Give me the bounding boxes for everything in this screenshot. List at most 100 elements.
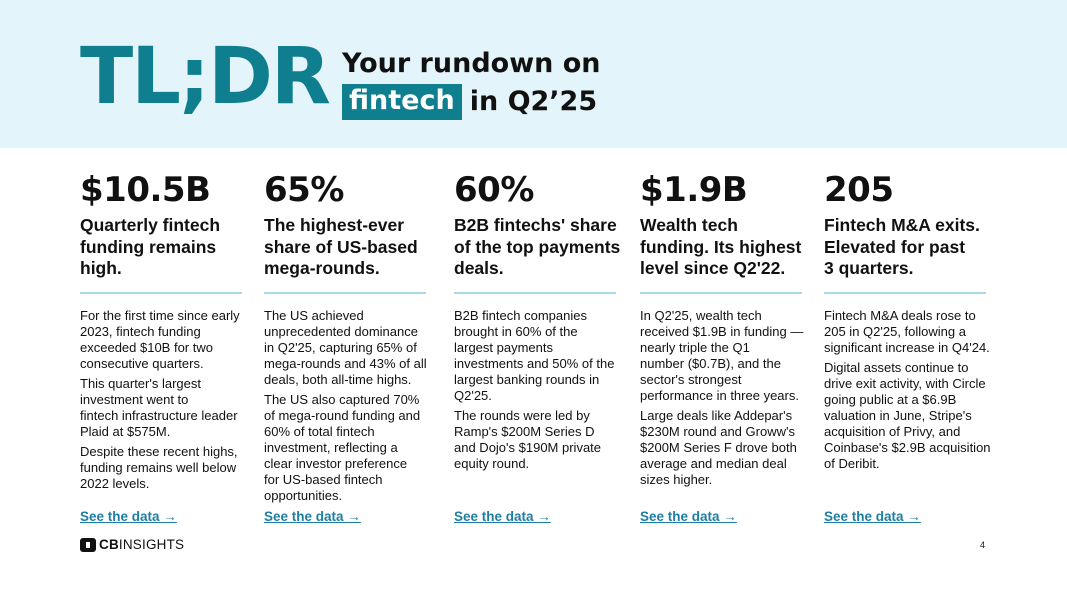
body-line: 2022 levels.	[80, 476, 150, 491]
body-paragraph: In Q2'25, wealth tech received $1.9B in f…	[640, 308, 814, 404]
logo-text-insights: INSIGHTS	[118, 537, 185, 552]
stat-subhead: Quarterly fintech funding remains high.	[80, 215, 246, 280]
body-line: 205 in Q2'25, following a	[824, 324, 966, 339]
body-line: funding remains well below	[80, 460, 237, 475]
body-line: Large deals like Addepar's	[640, 408, 793, 423]
body-line: This quarter's largest	[80, 376, 201, 391]
stat-subhead: Fintech M&A exits. Elevated for past 3 qua…	[824, 215, 992, 280]
body-paragraph: Despite these recent highs, funding remai…	[80, 444, 254, 492]
body-line: Ramp's $200M Series D	[454, 424, 595, 439]
body-line: clear investor preference	[264, 456, 408, 471]
tldr-title: TL;DR	[80, 32, 331, 122]
body-line: investment, reflecting a	[264, 440, 398, 455]
body-line: The US also captured 70%	[264, 392, 420, 407]
body-line: exceeded $10B for two	[80, 340, 213, 355]
body-line: mega-rounds and 43% of all	[264, 356, 427, 371]
divider	[454, 292, 616, 294]
body-line: For the first time since early	[80, 308, 240, 323]
subhead-line: Quarterly fintech	[80, 215, 221, 235]
body-line: largest payments	[454, 340, 553, 355]
stat-body: The US achieved unprecedented dominance in…	[264, 308, 438, 508]
stat-value: 205	[824, 170, 894, 210]
see-the-data-link[interactable]: See the data →	[640, 509, 737, 524]
headline-line2: fintech in Q2’25	[342, 84, 601, 120]
header-banner: TL;DR Your rundown on fintech in Q2’25	[0, 0, 1067, 148]
stat-value: 60%	[454, 170, 534, 210]
subhead-line: 3 quarters.	[824, 258, 914, 278]
logo-text-cb: CB	[99, 537, 119, 552]
subhead-line: Wealth tech	[640, 215, 738, 235]
body-line: The rounds were led by	[454, 408, 590, 423]
body-line: number ($0.7B), and the	[640, 356, 781, 371]
body-paragraph: B2B fintech companies brought in 60% of t…	[454, 308, 630, 404]
body-line: performance in three years.	[640, 388, 799, 403]
body-line: Digital assets continue to	[824, 360, 969, 375]
subhead-line: B2B fintechs' share	[454, 215, 617, 235]
stat-column: $1.9B Wealth tech funding. Its highest leve…	[640, 170, 806, 530]
see-the-data-link[interactable]: See the data →	[264, 509, 361, 524]
subhead-line: level since Q2'22.	[640, 258, 786, 278]
headline-line1: Your rundown on	[342, 48, 601, 79]
body-line: Despite these recent highs,	[80, 444, 238, 459]
stat-column: 65% The highest-ever share of US-based mega…	[264, 170, 430, 530]
body-line: B2B fintech companies	[454, 308, 587, 323]
stat-column: $10.5B Quarterly fintech funding remains hi…	[80, 170, 246, 530]
body-line: $200M Series F drove both	[640, 440, 797, 455]
body-line: nearly triple the Q1	[640, 340, 750, 355]
body-line: Coinbase's $2.9B acquisition	[824, 440, 991, 455]
body-line: received $1.9B in funding —	[640, 324, 804, 339]
divider	[80, 292, 242, 294]
stat-value: $1.9B	[640, 170, 748, 210]
body-line: of mega-round funding and	[264, 408, 421, 423]
body-paragraph: The rounds were led by Ramp's $200M Serie…	[454, 408, 630, 472]
subhead-line: deals.	[454, 258, 504, 278]
page-number: 4	[980, 540, 986, 550]
headline-line2-rest: in Q2’25	[469, 86, 598, 117]
body-line: Fintech M&A deals rose to	[824, 308, 976, 323]
stat-subhead: B2B fintechs' share of the top payments de…	[454, 215, 622, 280]
body-line: opportunities.	[264, 488, 343, 503]
divider	[824, 292, 986, 294]
body-line: investments and 50% of the	[454, 356, 615, 371]
body-line: significant increase in Q4'24.	[824, 340, 990, 355]
stat-value: 65%	[264, 170, 344, 210]
body-paragraph: Large deals like Addepar's $230M round an…	[640, 408, 814, 488]
body-line: and Dojo's $190M private	[454, 440, 602, 455]
divider	[264, 292, 426, 294]
logo-text: CBINSIGHTS	[99, 537, 184, 552]
headline: Your rundown on fintech in Q2’25	[342, 46, 601, 120]
body-line: in Q2'25, capturing 65% of	[264, 340, 417, 355]
body-line: drive exit activity, with Circle	[824, 376, 986, 391]
see-the-data-link[interactable]: See the data →	[80, 509, 177, 524]
see-the-data-link[interactable]: See the data →	[454, 509, 551, 524]
subhead-line: funding remains	[80, 236, 217, 257]
stat-body: B2B fintech companies brought in 60% of t…	[454, 308, 630, 476]
subhead-line: The highest-ever	[264, 215, 405, 235]
body-line: going public at a $6.9B	[824, 392, 957, 407]
body-line: deals, both all-time highs.	[264, 372, 412, 387]
body-line: 60% of total fintech	[264, 424, 375, 439]
subhead-line: funding. Its highest	[640, 236, 802, 257]
body-line: of Deribit.	[824, 456, 880, 471]
body-line: fintech infrastructure leader	[80, 408, 238, 423]
body-paragraph: Fintech M&A deals rose to 205 in Q2'25, f…	[824, 308, 1000, 356]
stat-body: For the first time since early 2023, fint…	[80, 308, 254, 496]
body-line: largest banking rounds in	[454, 372, 600, 387]
body-paragraph: The US achieved unprecedented dominance in…	[264, 308, 438, 388]
body-line: consecutive quarters.	[80, 356, 204, 371]
stat-column: 205 Fintech M&A exits. Elevated for past 3 …	[824, 170, 992, 530]
body-line: unprecedented dominance	[264, 324, 418, 339]
body-line: $230M round and Groww's	[640, 424, 795, 439]
stat-body: Fintech M&A deals rose to 205 in Q2'25, f…	[824, 308, 1000, 476]
body-line: equity round.	[454, 456, 530, 471]
body-line: for US-based fintech	[264, 472, 383, 487]
subhead-line: of the top payments	[454, 236, 621, 257]
stat-subhead: The highest-ever share of US-based mega-ro…	[264, 215, 430, 280]
see-the-data-link[interactable]: See the data →	[824, 509, 921, 524]
subhead-line: share of US-based	[264, 236, 418, 257]
headline-highlight: fintech	[342, 84, 462, 120]
body-line: Q2'25.	[454, 388, 492, 403]
body-line: 2023, fintech funding	[80, 324, 201, 339]
body-line: brought in 60% of the	[454, 324, 578, 339]
divider	[640, 292, 802, 294]
